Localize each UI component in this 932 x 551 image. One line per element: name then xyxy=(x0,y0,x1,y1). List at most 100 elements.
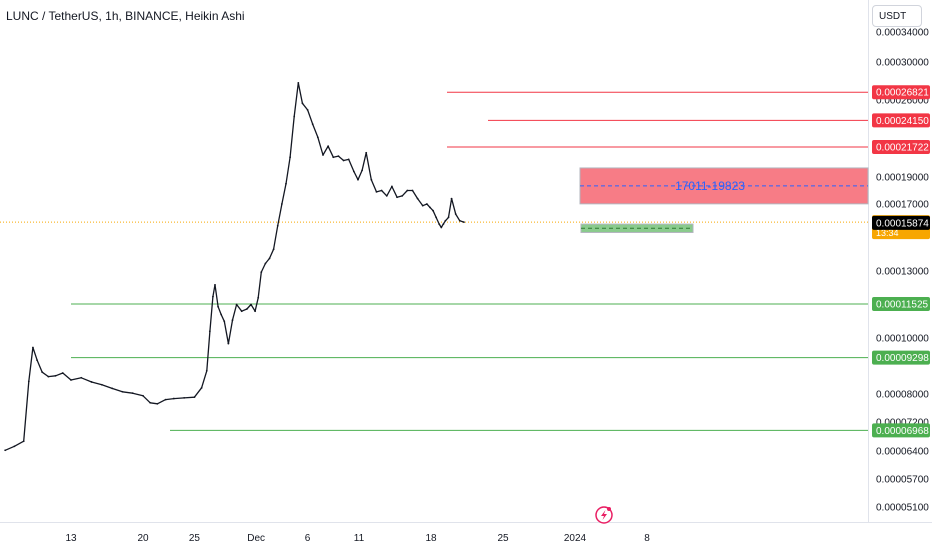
crosshair-price-badge-text: 0.00015874 xyxy=(876,218,929,229)
time-axis[interactable] xyxy=(0,522,932,551)
price-point xyxy=(385,195,388,197)
price-point xyxy=(54,374,57,377)
price-point xyxy=(142,394,144,397)
price-point xyxy=(208,330,211,333)
price-tick-label: 0.00013000 xyxy=(876,267,929,278)
price-point xyxy=(442,223,445,226)
support-badge-text: 0.00006968 xyxy=(876,426,929,437)
support-badge-text: 0.00011525 xyxy=(876,299,929,310)
price-point xyxy=(235,303,238,306)
price-tick-label: 0.00010000 xyxy=(876,334,929,345)
price-point xyxy=(257,296,260,299)
price-tick-label: 0.00030000 xyxy=(876,58,929,69)
price-point xyxy=(297,82,300,84)
resistance-badge[interactable] xyxy=(872,85,930,100)
price-point xyxy=(254,310,257,313)
price-tick-label: 0.00017000 xyxy=(876,200,929,211)
price-point xyxy=(276,224,279,227)
price-point xyxy=(327,145,330,148)
price-point xyxy=(352,170,355,173)
support-badge[interactable] xyxy=(872,296,930,311)
price-point xyxy=(447,216,450,219)
price-point xyxy=(396,196,398,199)
price-point xyxy=(156,402,159,405)
price-point xyxy=(293,115,296,118)
price-point xyxy=(406,189,409,192)
time-tick-label: Dec xyxy=(247,533,265,544)
price-point xyxy=(260,271,263,274)
price-point xyxy=(450,197,453,200)
price-point xyxy=(22,440,25,443)
price-point xyxy=(322,154,324,156)
price-point xyxy=(435,216,438,219)
price-tick-label: 0.00005700 xyxy=(876,475,929,486)
price-point xyxy=(193,396,196,399)
resistance-badge[interactable] xyxy=(872,113,930,128)
price-point xyxy=(272,248,275,251)
price-point xyxy=(463,221,465,223)
price-point xyxy=(432,209,434,212)
price-point xyxy=(61,372,64,374)
resistance-badge-text: 0.00026821 xyxy=(876,88,929,99)
support-badge[interactable] xyxy=(872,423,930,438)
price-point xyxy=(13,445,16,448)
price-tick-label: 0.00005100 xyxy=(876,503,929,514)
price-point xyxy=(27,380,30,383)
price-tick-label: 0.00008000 xyxy=(876,390,929,401)
crosshair-price-badge[interactable] xyxy=(872,215,930,230)
time-tick-label: 6 xyxy=(305,533,311,544)
price-point xyxy=(347,158,350,161)
price-point xyxy=(100,383,103,386)
price-point xyxy=(245,308,248,310)
price-tick-label: 0.00007200 xyxy=(876,418,929,429)
price-point xyxy=(421,204,424,207)
price-point xyxy=(361,169,363,172)
price-point xyxy=(200,386,203,389)
price-point xyxy=(268,257,271,260)
support-badge[interactable] xyxy=(872,350,930,365)
price-tick-label: 0.00026000 xyxy=(876,96,929,107)
time-tick-label: 8 xyxy=(644,533,650,544)
price-point xyxy=(41,371,44,374)
price-point xyxy=(164,398,167,401)
price-point xyxy=(411,189,414,192)
price-point xyxy=(227,342,230,345)
price-point xyxy=(70,379,72,381)
price-point xyxy=(240,310,243,313)
price-point xyxy=(121,390,124,393)
price-point xyxy=(264,262,267,265)
price-point xyxy=(365,151,368,154)
resistance-badge[interactable] xyxy=(872,140,930,155)
price-tick-label: 0.00034000 xyxy=(876,28,929,39)
lightning-icon[interactable] xyxy=(595,506,613,524)
currency-button[interactable]: USDT xyxy=(872,5,922,27)
price-point xyxy=(90,381,93,383)
price-point xyxy=(425,203,428,205)
price-point xyxy=(391,185,393,188)
price-point xyxy=(444,219,447,222)
price-point xyxy=(458,219,461,222)
price-point xyxy=(280,203,283,205)
price-point xyxy=(438,223,441,226)
price-point xyxy=(416,197,419,200)
price-point xyxy=(149,401,152,404)
chart-title: LUNC / TetherUS, 1h, BINANCE, Heikin Ash… xyxy=(6,9,245,23)
time-tick-label: 18 xyxy=(425,533,437,544)
support-badge-text: 0.00009298 xyxy=(876,353,929,364)
price-point xyxy=(172,397,175,400)
price-point xyxy=(231,319,234,322)
price-point xyxy=(47,375,50,378)
price-series-line[interactable] xyxy=(4,82,465,451)
countdown-text: 13:34 xyxy=(876,228,899,238)
price-point xyxy=(337,155,340,158)
price-point xyxy=(306,109,309,111)
time-tick-label: 2024 xyxy=(564,533,587,544)
price-point xyxy=(357,178,359,181)
time-tick-label: 11 xyxy=(354,533,365,544)
price-point xyxy=(301,102,304,105)
time-tick-label: 20 xyxy=(137,533,149,544)
price-point xyxy=(223,320,226,323)
price-point xyxy=(183,396,186,399)
time-tick-label: 25 xyxy=(497,533,509,544)
